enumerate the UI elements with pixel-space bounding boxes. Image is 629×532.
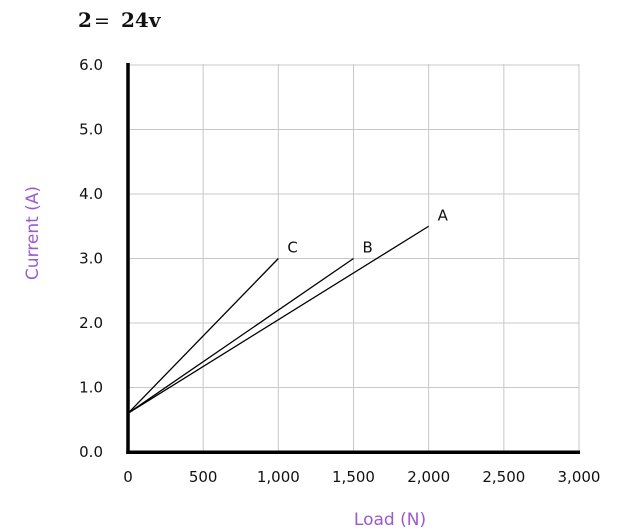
- x-axis-title: Load (N): [354, 510, 426, 530]
- series-line-c: [127, 258, 279, 414]
- y-tick-label: 3.0: [79, 250, 103, 268]
- heading-equals: =: [94, 10, 110, 32]
- tick-labels: 0 500 1,000 1,500 2,000 2,500 3,000 0.0 1.0 2.0 3.…: [79, 56, 600, 486]
- series-line-a: [127, 225, 430, 414]
- y-tick-label: 2.0: [79, 314, 103, 332]
- x-tick-label: 500: [189, 468, 218, 486]
- series-lines: [127, 225, 430, 414]
- x-tick-label: 3,000: [558, 468, 601, 486]
- x-tick-label: 1,000: [257, 468, 300, 486]
- y-tick-label: 0.0: [79, 443, 103, 461]
- x-tick-label: 0: [123, 468, 133, 486]
- x-tick-label: 1,500: [332, 468, 375, 486]
- x-tick-label: 2,000: [407, 468, 450, 486]
- heading-value: 24v: [121, 8, 162, 32]
- x-tick-label: 2,500: [482, 468, 525, 486]
- axes: [126, 63, 580, 454]
- series-label-c: C: [287, 239, 297, 257]
- y-tick-label: 5.0: [79, 121, 103, 139]
- y-tick-label: 1.0: [79, 379, 103, 397]
- y-tick-label: 6.0: [79, 56, 103, 74]
- grid: [128, 64, 580, 452]
- y-tick-label: 4.0: [79, 185, 103, 203]
- series-label-b: B: [363, 239, 373, 257]
- series-line-b: [127, 257, 354, 414]
- y-axis-title: Current (A): [23, 186, 43, 280]
- series-label-a: A: [438, 206, 449, 224]
- heading-variable: 2: [78, 8, 92, 32]
- series-labels: A B C: [287, 206, 448, 256]
